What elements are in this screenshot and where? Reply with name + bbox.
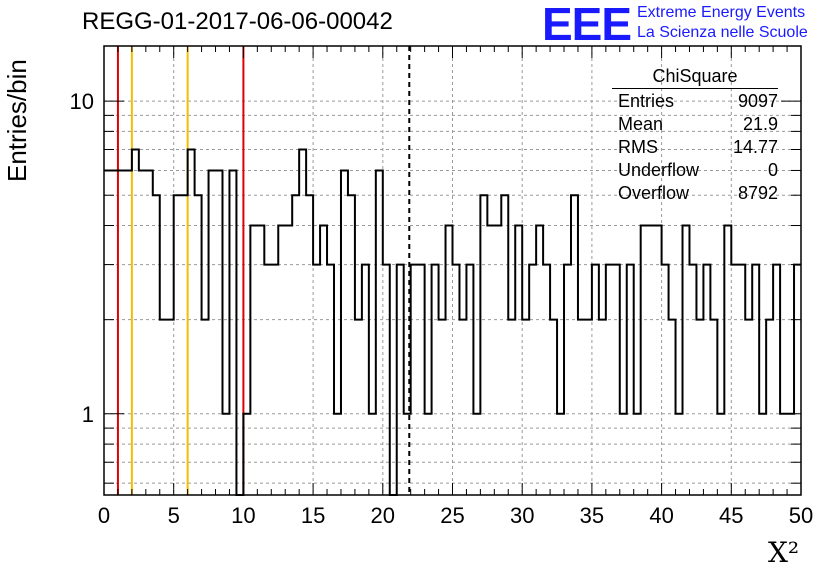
x-tick-label: 40 xyxy=(649,503,673,528)
stats-label: RMS xyxy=(618,137,658,157)
stats-value: 8792 xyxy=(737,183,778,203)
x-tick-label: 20 xyxy=(371,503,395,528)
stats-label: Entries xyxy=(618,91,675,111)
x-tick-label: 0 xyxy=(98,503,110,528)
x-tick-label: 25 xyxy=(440,503,464,528)
histogram-line xyxy=(104,148,801,496)
eee-logo-line2: La Scienza nelle Scuole xyxy=(637,24,808,41)
stats-box: ChiSquare Entries 9097 Mean 21.9 RMS 14.77 … xyxy=(612,66,778,205)
stats-label: Mean xyxy=(618,114,664,134)
eee-logo-line1: Extreme Energy Events xyxy=(637,4,806,21)
stats-title: ChiSquare xyxy=(612,66,778,89)
stats-label: Overflow xyxy=(618,183,690,203)
x-tick-label: 45 xyxy=(719,503,743,528)
stats-row: RMS 14.77 xyxy=(612,136,778,159)
y-tick-label: 1 xyxy=(82,402,94,427)
stats-value: 21.9 xyxy=(742,114,778,134)
stats-row: Entries 9097 xyxy=(612,90,778,113)
stats-row: Underflow 0 xyxy=(612,159,778,182)
x-tick-label: 50 xyxy=(789,503,813,528)
eee-logo: EEE xyxy=(542,0,632,50)
stats-row: Mean 21.9 xyxy=(612,113,778,136)
chart-title: REGG-01-2017-06-06-00042 xyxy=(82,8,393,35)
stats-label: Underflow xyxy=(618,160,700,180)
x-tick-label: 15 xyxy=(301,503,325,528)
x-tick-label: 5 xyxy=(168,503,180,528)
x-tick-label: 35 xyxy=(580,503,604,528)
x-tick-label: 30 xyxy=(510,503,534,528)
x-axis-label: X² xyxy=(768,536,800,569)
stats-value: 0 xyxy=(767,160,778,180)
x-tick-label: 10 xyxy=(231,503,255,528)
stats-value: 9097 xyxy=(737,91,778,111)
stats-row: Overflow 8792 xyxy=(612,182,778,205)
stats-value: 14.77 xyxy=(732,137,778,157)
y-tick-label: 10 xyxy=(70,89,94,114)
y-axis-label: Entries/bin xyxy=(2,59,32,182)
